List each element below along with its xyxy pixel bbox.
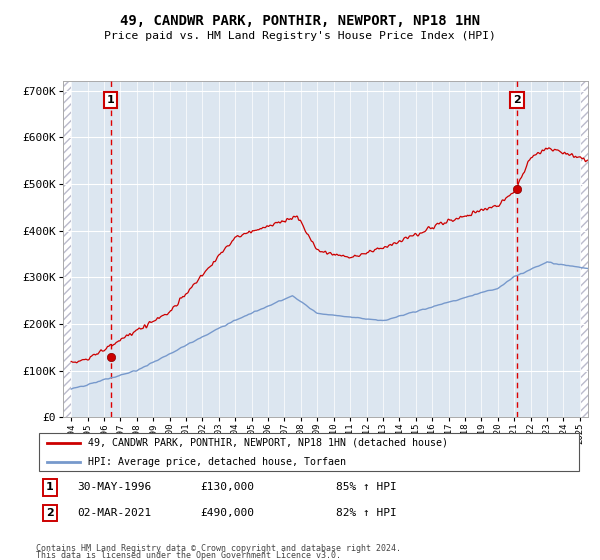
Text: 2: 2 <box>46 508 53 518</box>
Text: HPI: Average price, detached house, Torfaen: HPI: Average price, detached house, Torf… <box>88 457 346 467</box>
Text: Price paid vs. HM Land Registry's House Price Index (HPI): Price paid vs. HM Land Registry's House … <box>104 31 496 41</box>
Text: 49, CANDWR PARK, PONTHIR, NEWPORT, NP18 1HN (detached house): 49, CANDWR PARK, PONTHIR, NEWPORT, NP18 … <box>88 437 448 447</box>
Text: 30-MAY-1996: 30-MAY-1996 <box>77 482 151 492</box>
Text: Contains HM Land Registry data © Crown copyright and database right 2024.: Contains HM Land Registry data © Crown c… <box>36 544 401 553</box>
Text: 02-MAR-2021: 02-MAR-2021 <box>77 508 151 518</box>
Bar <box>63 81 71 417</box>
Text: This data is licensed under the Open Government Licence v3.0.: This data is licensed under the Open Gov… <box>36 551 341 560</box>
FancyBboxPatch shape <box>39 433 579 471</box>
Text: 2: 2 <box>513 95 521 105</box>
Text: 49, CANDWR PARK, PONTHIR, NEWPORT, NP18 1HN: 49, CANDWR PARK, PONTHIR, NEWPORT, NP18 … <box>120 14 480 28</box>
Text: 82% ↑ HPI: 82% ↑ HPI <box>337 508 397 518</box>
Bar <box>581 81 588 417</box>
Text: 1: 1 <box>46 482 53 492</box>
Text: £490,000: £490,000 <box>200 508 254 518</box>
Text: 85% ↑ HPI: 85% ↑ HPI <box>337 482 397 492</box>
Bar <box>63 81 71 417</box>
Text: 1: 1 <box>107 95 115 105</box>
Text: £130,000: £130,000 <box>200 482 254 492</box>
Bar <box>581 81 588 417</box>
